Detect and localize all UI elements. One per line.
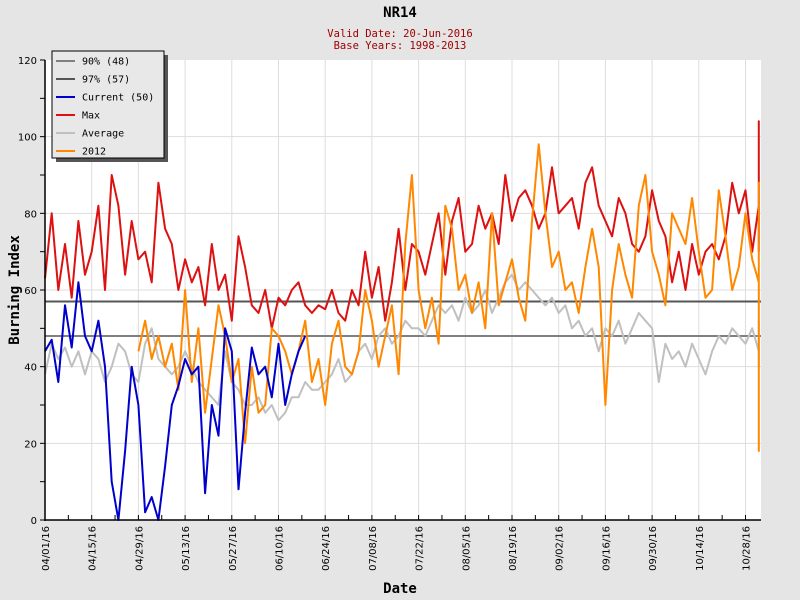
y-tick-label: 80 [24, 209, 37, 220]
x-tick-label: 09/30/16 [648, 526, 659, 571]
y-tick-labels: 0 20 40 60 80 100 120 [18, 56, 37, 527]
x-tick-labels: 04/01/16 04/15/16 04/29/16 05/13/16 05/27/16… [41, 526, 753, 571]
y-tick-label: 40 [24, 363, 37, 374]
x-tick-label: 10/14/16 [695, 526, 706, 571]
x-tick-label: 05/27/16 [228, 526, 239, 571]
y-tick-label: 20 [24, 439, 37, 450]
x-tick-label: 06/10/16 [275, 526, 286, 571]
series-line [44, 281, 307, 521]
legend-box [51, 50, 165, 159]
legend-label: Current (50) [82, 93, 154, 104]
x-tick-label: 04/29/16 [134, 526, 145, 571]
x-tick-label: 07/08/16 [368, 526, 379, 571]
chart-subtitle-valid-date: Valid Date: 20-Jun-2016 [327, 28, 473, 40]
grid-lines [45, 60, 761, 520]
x-tick-label: 08/19/16 [508, 526, 519, 571]
legend-label: 90% (48) [82, 57, 130, 68]
y-tick-label: 120 [18, 56, 37, 67]
y-tick-label: 0 [31, 516, 37, 527]
x-tick-label: 09/02/16 [555, 526, 566, 571]
x-tick-label: 09/16/16 [601, 526, 612, 571]
x-tick-label: 07/22/16 [415, 526, 426, 571]
legend: 90% (48) 97% (57) Current (50) Max Average 20… [51, 50, 168, 162]
series-lines [44, 120, 760, 521]
y-tick-label: 60 [24, 286, 37, 297]
x-tick-label: 04/15/16 [88, 526, 99, 571]
x-tick-label: 06/24/16 [321, 526, 332, 571]
legend-label: Average [82, 129, 124, 140]
axes [40, 59, 761, 521]
legend-label: 97% (57) [82, 75, 130, 86]
y-axis-label: Burning Index [7, 235, 23, 345]
chart-subtitle-base-years: Base Years: 1998-2013 [333, 40, 467, 52]
y-tick-label: 100 [18, 133, 37, 144]
x-tick-label: 04/01/16 [41, 526, 52, 571]
x-axis-label: Date [383, 581, 417, 597]
chart-title: NR14 [383, 5, 417, 21]
series-line [44, 120, 760, 330]
x-tick-label: 05/13/16 [181, 526, 192, 571]
x-tick-label: 08/05/16 [461, 526, 472, 571]
legend-label: Max [82, 111, 100, 122]
series-line [44, 273, 760, 422]
x-tick-label: 10/28/16 [742, 526, 753, 571]
legend-label: 2012 [82, 147, 106, 158]
series-line [137, 143, 760, 452]
